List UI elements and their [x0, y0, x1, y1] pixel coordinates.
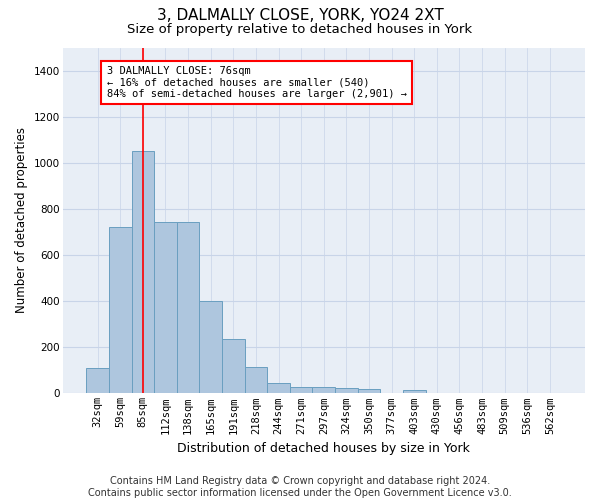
- Bar: [267, 383, 290, 394]
- Bar: [222, 339, 245, 394]
- Bar: [403, 390, 425, 394]
- Bar: [245, 367, 267, 394]
- Bar: [131, 152, 154, 394]
- Text: Size of property relative to detached houses in York: Size of property relative to detached ho…: [127, 22, 473, 36]
- Text: 3, DALMALLY CLOSE, YORK, YO24 2XT: 3, DALMALLY CLOSE, YORK, YO24 2XT: [157, 8, 443, 22]
- Y-axis label: Number of detached properties: Number of detached properties: [15, 128, 28, 314]
- Bar: [177, 222, 199, 394]
- Text: Contains HM Land Registry data © Crown copyright and database right 2024.
Contai: Contains HM Land Registry data © Crown c…: [88, 476, 512, 498]
- X-axis label: Distribution of detached houses by size in York: Distribution of detached houses by size …: [178, 442, 470, 455]
- Text: 3 DALMALLY CLOSE: 76sqm
← 16% of detached houses are smaller (540)
84% of semi-d: 3 DALMALLY CLOSE: 76sqm ← 16% of detache…: [107, 66, 407, 99]
- Bar: [109, 228, 131, 394]
- Bar: [335, 388, 358, 394]
- Bar: [154, 222, 177, 394]
- Bar: [290, 387, 313, 394]
- Bar: [199, 301, 222, 394]
- Bar: [86, 368, 109, 394]
- Bar: [358, 389, 380, 394]
- Bar: [313, 387, 335, 394]
